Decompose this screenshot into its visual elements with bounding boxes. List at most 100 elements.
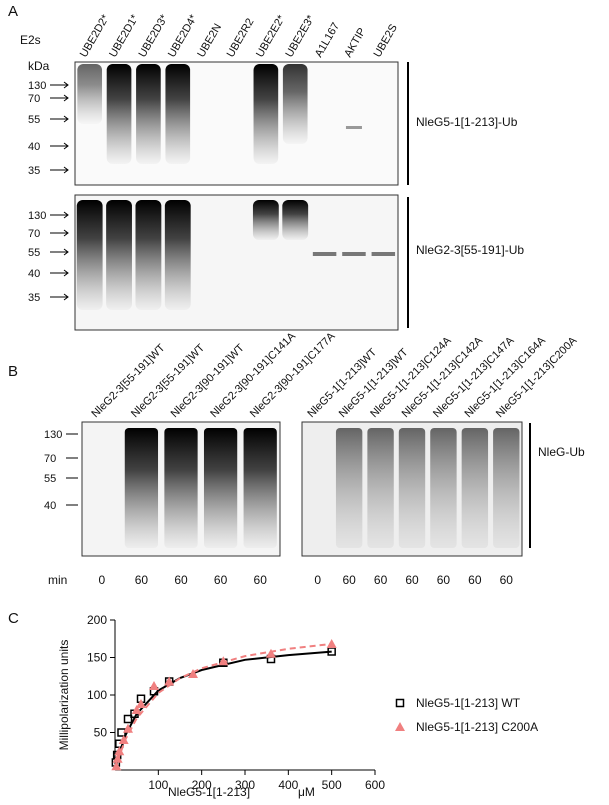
x-tick-label: 500 xyxy=(322,778,342,792)
data-point xyxy=(188,669,198,678)
fit-line xyxy=(114,642,332,771)
data-point xyxy=(111,761,122,771)
x-tick-label: 300 xyxy=(235,778,255,792)
band xyxy=(342,252,366,256)
lane-label: NleG2-3[90-191]WT xyxy=(169,342,247,420)
band-smear xyxy=(253,64,279,164)
data-point xyxy=(326,639,337,648)
time-label: 60 xyxy=(342,573,356,587)
marker-label: 130 xyxy=(44,429,62,441)
kda-label: kDa xyxy=(28,59,50,73)
e2s-label: E2s xyxy=(20,33,41,47)
time-label: 60 xyxy=(174,573,188,587)
band-smear xyxy=(106,200,132,310)
x-axis-unit: μM xyxy=(298,785,315,799)
time-label: 60 xyxy=(500,573,514,587)
time-label: 60 xyxy=(135,573,149,587)
marker-arrow xyxy=(50,293,69,301)
y-tick-label: 150 xyxy=(87,651,107,665)
data-point xyxy=(218,656,229,666)
band-smear xyxy=(77,64,103,124)
band-smear xyxy=(165,64,191,164)
lane-label: A1L167 xyxy=(313,21,342,60)
marker-arrow xyxy=(50,81,69,89)
band xyxy=(312,252,337,256)
chart: 50 100 150 200 100 200 300 400 500 600 Millipolari… xyxy=(57,613,538,799)
band-smear xyxy=(430,428,457,548)
marker-label: 70 xyxy=(44,453,56,465)
band-smear xyxy=(76,200,103,310)
y-tick-label: 100 xyxy=(87,688,107,702)
marker-arrow xyxy=(50,166,69,174)
data-point xyxy=(112,753,123,763)
band-smear xyxy=(135,200,162,310)
legend-marker xyxy=(395,698,405,708)
lane-label: AKTIP xyxy=(342,26,368,60)
marker-arrow xyxy=(50,115,69,123)
panel-label: A xyxy=(8,3,18,20)
marker-label: 40 xyxy=(44,500,56,512)
data-point xyxy=(131,705,142,714)
panel-label: C xyxy=(8,610,19,627)
band xyxy=(371,252,396,256)
time-label: 60 xyxy=(254,573,268,587)
marker-label: 35 xyxy=(28,165,40,177)
marker-label: 40 xyxy=(28,141,40,153)
marker-arrow xyxy=(50,248,69,256)
legend-label: NleG5-1[1-213] WT xyxy=(416,696,521,710)
band-smear xyxy=(164,428,198,548)
band xyxy=(345,126,362,129)
band-smear xyxy=(252,200,279,240)
panel-label: B xyxy=(8,363,18,380)
x-tick-label: 100 xyxy=(148,778,168,792)
band-smear xyxy=(282,200,309,240)
min-label: min xyxy=(48,573,67,587)
y-tick-label: 200 xyxy=(87,613,107,627)
band-smear xyxy=(164,200,191,310)
band-smear xyxy=(493,428,520,548)
y-axis-label: Millipolarization units xyxy=(57,640,71,751)
x-tick-label: 600 xyxy=(365,778,385,792)
x-tick-label: 200 xyxy=(192,778,212,792)
marker-arrow xyxy=(50,211,69,219)
band-smear xyxy=(282,64,308,144)
time-label: 0 xyxy=(314,573,321,587)
band-smear xyxy=(124,428,159,548)
time-label: 60 xyxy=(374,573,388,587)
band-smear xyxy=(398,428,426,548)
marker-label: 130 xyxy=(28,80,46,92)
marker-arrow xyxy=(50,229,69,237)
data-point xyxy=(123,714,133,724)
time-label: 60 xyxy=(405,573,419,587)
data-point xyxy=(266,648,276,658)
x-tick-label: 400 xyxy=(278,778,298,792)
marker-arrow xyxy=(50,94,69,102)
band-smear xyxy=(203,428,238,548)
band-smear xyxy=(461,428,489,548)
fit-line xyxy=(114,650,332,771)
marker-label: 55 xyxy=(28,114,40,126)
marker-label: 130 xyxy=(28,210,46,222)
band-smear xyxy=(367,428,394,548)
lane-label: UBE2R2 xyxy=(225,16,257,59)
marker-label: 70 xyxy=(28,93,40,105)
marker-label: 55 xyxy=(44,473,56,485)
marker-label: 55 xyxy=(28,247,40,259)
lane-label: UBE2N xyxy=(195,22,224,60)
marker-arrow xyxy=(50,269,69,277)
legend-label: NleG5-1[1-213] C200A xyxy=(416,720,538,734)
time-label: 60 xyxy=(437,573,451,587)
blot-label: NleG2-3[55-191]-Ub xyxy=(416,243,524,257)
x-axis-label: NleG5-1[1-213] xyxy=(168,785,250,799)
data-point xyxy=(114,746,125,756)
lane-label: UBE2S xyxy=(372,22,400,59)
time-label: 60 xyxy=(214,573,228,587)
marker-label: 40 xyxy=(28,268,40,280)
data-point xyxy=(123,723,133,733)
data-point xyxy=(118,735,129,744)
marker-label: 70 xyxy=(28,228,40,240)
band-smear xyxy=(335,428,363,548)
blot-label: NleG-Ub xyxy=(538,445,585,459)
